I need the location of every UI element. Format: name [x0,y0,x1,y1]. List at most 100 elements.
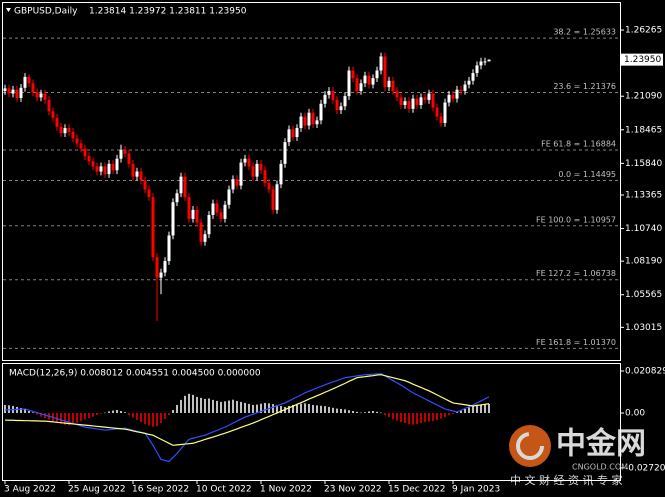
candle-body [307,112,311,126]
candle-body [263,170,267,184]
candle-body [459,89,463,91]
candle-body [395,90,399,98]
candle-body [467,80,471,85]
macd-histogram-bar [108,411,110,414]
candle-body [271,189,275,210]
y-tick-label: -0.027204 [625,463,665,473]
macd-histogram-bar [260,403,262,414]
macd-histogram-bar [168,413,170,416]
macd-histogram-bar [304,403,306,414]
y-tick-label: 0.020829 [625,366,665,376]
macd-histogram-bar [160,413,162,424]
macd-histogram-bar [184,395,186,414]
candle-body [183,176,187,198]
macd-histogram-bar [84,413,86,420]
candle-body [291,129,295,138]
macd-histogram-bar [248,403,250,414]
macd-histogram-bar [432,413,434,422]
macd-histogram-bar [208,398,210,414]
fib-level-label: FE 127.2 = 1.06738 [536,269,616,278]
macd-histogram-bar [488,403,490,414]
candle-body [223,204,227,219]
x-tick-label: 9 Jan 2023 [452,485,500,495]
candle-body [95,166,99,172]
x-tick-label: 16 Sep 2022 [132,485,189,495]
candle-body [335,99,339,111]
candle-body [451,94,455,99]
macd-histogram-bar [416,413,418,425]
x-tick-label: 3 Aug 2022 [4,485,56,495]
candle-body [15,89,19,99]
candle-body [143,180,147,190]
macd-histogram-bar [468,407,470,414]
candle-body [155,257,159,278]
macd-histogram-bar [440,413,442,419]
candle-body [267,183,271,190]
candle-body [283,142,287,164]
fib-level-label: FE 100.0 = 1.10957 [536,215,616,224]
candle-body [215,203,219,213]
candle-body [295,128,299,138]
macd-histogram-bar [368,411,370,414]
macd-histogram-bar [216,400,218,414]
candle-body [247,158,251,167]
candle-body [415,98,419,106]
candle-body [107,163,111,175]
candle-body [79,143,83,149]
candle-body [339,106,343,111]
candle-body [411,98,415,109]
macd-histogram-bar [236,400,238,414]
macd-histogram-bar [360,412,362,414]
macd-histogram-bar [92,413,94,417]
macd-histogram-bar [436,413,438,421]
candle-body [383,56,387,88]
macd-histogram-bar [324,406,326,414]
macd-histogram-bar [376,411,378,414]
macd-histogram-bar [200,397,202,414]
macd-histogram-bar [424,413,426,423]
candle-body [119,149,123,159]
x-tick-label: 15 Dec 2022 [388,485,446,495]
macd-histogram-bar [80,413,82,422]
candle-body [3,88,7,91]
candle-body [239,162,243,186]
candle-body [391,80,395,91]
macd-histogram-bar [4,404,6,414]
candle-body [191,209,195,219]
macd-histogram-bar [104,412,106,414]
candle-body [115,158,119,171]
macd-histogram-bar [68,413,70,426]
macd-histogram-bar [340,408,342,414]
macd-histogram-bar [228,400,230,414]
macd-histogram-bar [316,405,318,414]
macd-histogram-bar [24,408,26,414]
fib-level-label: FE 61.8 = 1.16884 [541,139,616,148]
price-frame [2,2,621,361]
candle-body [487,59,491,62]
last-price-box [621,53,663,66]
macd-histogram-bar [444,413,446,418]
candle-body [55,117,59,127]
candle-body [175,193,179,203]
candle-body [423,97,427,100]
candle-body [203,234,207,242]
macd-histogram-bar [344,409,346,414]
candle-body [351,70,355,79]
macd-histogram-bar [336,408,338,414]
macd-histogram-bar [224,401,226,414]
candle-body [179,176,183,194]
y-tick-label: 1.05565 [625,290,662,300]
candle-body [479,61,483,66]
candle-body [219,212,223,219]
macd-histogram-bar [192,394,194,414]
candle-body [251,166,255,177]
macd-histogram-bar [388,413,390,418]
candle-body [171,202,175,236]
macd-histogram-bar [472,405,474,414]
candle-body [327,90,331,95]
candle-body [435,107,439,117]
candle-body [151,197,155,258]
candle-body [27,76,31,84]
macd-histogram-bar [164,413,166,420]
